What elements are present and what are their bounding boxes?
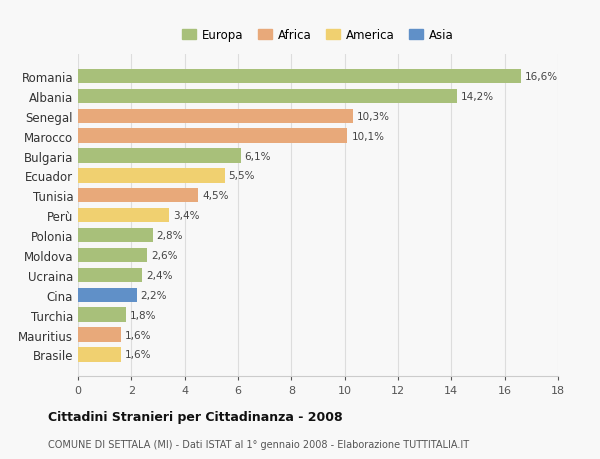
Text: 10,1%: 10,1% <box>352 131 385 141</box>
Bar <box>78 149 241 163</box>
Text: 5,5%: 5,5% <box>229 171 255 181</box>
Text: 2,6%: 2,6% <box>151 251 178 260</box>
Bar <box>78 328 121 342</box>
Text: 16,6%: 16,6% <box>524 72 558 82</box>
Bar <box>78 229 152 243</box>
Bar <box>78 248 148 263</box>
Bar <box>78 169 224 183</box>
Bar <box>78 208 169 223</box>
Text: Cittadini Stranieri per Cittadinanza - 2008: Cittadini Stranieri per Cittadinanza - 2… <box>48 410 343 423</box>
Bar <box>78 109 353 123</box>
Bar <box>78 90 457 104</box>
Bar <box>78 347 121 362</box>
Bar <box>78 308 126 322</box>
Text: 1,6%: 1,6% <box>125 330 151 340</box>
Text: 6,1%: 6,1% <box>245 151 271 161</box>
Text: 2,2%: 2,2% <box>140 290 167 300</box>
Text: 1,6%: 1,6% <box>125 350 151 359</box>
Text: 2,8%: 2,8% <box>157 230 183 241</box>
Text: 4,5%: 4,5% <box>202 191 229 201</box>
Bar <box>78 288 137 302</box>
Text: COMUNE DI SETTALA (MI) - Dati ISTAT al 1° gennaio 2008 - Elaborazione TUTTITALIA: COMUNE DI SETTALA (MI) - Dati ISTAT al 1… <box>48 440 469 449</box>
Text: 14,2%: 14,2% <box>461 92 494 101</box>
Bar <box>78 268 142 282</box>
Legend: Europa, Africa, America, Asia: Europa, Africa, America, Asia <box>182 29 454 42</box>
Text: 3,4%: 3,4% <box>173 211 199 221</box>
Bar <box>78 70 521 84</box>
Bar <box>78 129 347 144</box>
Text: 2,4%: 2,4% <box>146 270 173 280</box>
Text: 10,3%: 10,3% <box>356 112 389 122</box>
Text: 1,8%: 1,8% <box>130 310 157 320</box>
Bar <box>78 189 198 203</box>
